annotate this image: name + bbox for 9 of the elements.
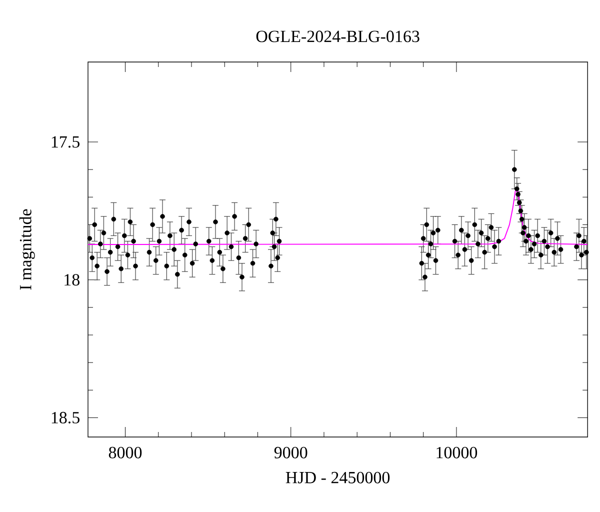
- x-axis-title: HJD - 2450000: [286, 472, 390, 484]
- x-tick-label: 10000: [436, 446, 478, 458]
- y-tick-label: 17.5: [52, 136, 80, 148]
- y-axis-title: I magnitude: [19, 209, 35, 290]
- x-tick-label: 9000: [274, 446, 308, 458]
- y-tick-label: 18: [64, 274, 80, 286]
- y-tick-label: 18.5: [52, 412, 80, 424]
- x-tick-label: 8000: [108, 446, 142, 458]
- chart-title: OGLE-2024-BLG-0163: [256, 30, 420, 42]
